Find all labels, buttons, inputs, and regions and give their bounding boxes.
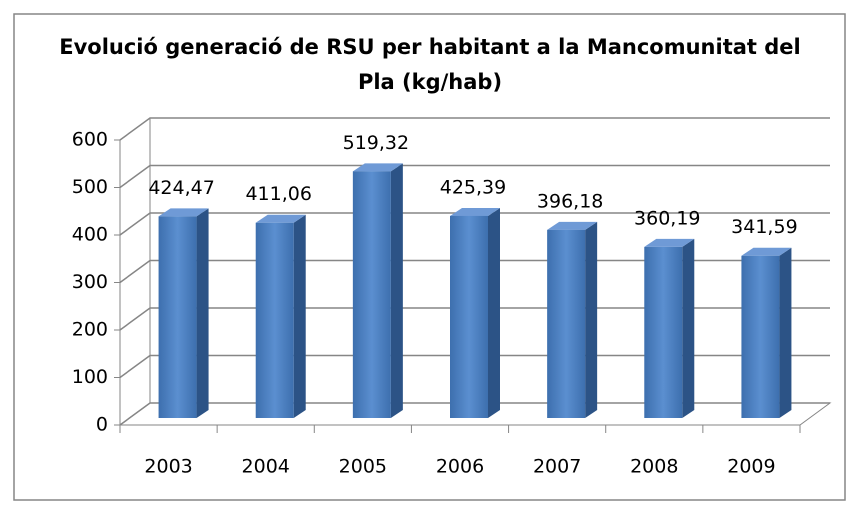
x-tick-label: 2003 [144, 456, 192, 478]
bar [158, 216, 197, 418]
chart-title: Evolució generació de RSU per habitant a… [59, 35, 801, 94]
bar-top [352, 163, 403, 172]
data-label: 411,06 [245, 183, 311, 205]
bar-side [390, 163, 403, 418]
bar-top [255, 214, 306, 223]
y-tick-label: 0 [96, 414, 108, 436]
grid-line [119, 402, 830, 426]
bar [741, 255, 780, 418]
bar-side [488, 207, 500, 418]
bar [450, 215, 488, 418]
x-tick-label: 2006 [436, 456, 484, 478]
bar-top [741, 247, 792, 256]
data-label: 341,59 [731, 216, 797, 238]
y-tick-label: 400 [72, 224, 108, 246]
chart-border [13, 13, 846, 501]
data-label: 519,32 [343, 132, 409, 154]
x-tick-label: 2004 [242, 456, 290, 478]
grid-line [119, 212, 830, 236]
y-tick-label: 600 [72, 129, 108, 151]
bar-top [547, 221, 598, 230]
bar [644, 246, 683, 418]
bar-top [644, 238, 695, 247]
grid-line [119, 259, 830, 284]
plot-area: 0 100 200 300 400 500 600 2003 424,47 2004 411,06 2… [72, 117, 832, 478]
x-tick-label: 2005 [339, 456, 387, 478]
y-tick-label: 200 [72, 319, 108, 341]
data-label: 396,18 [537, 190, 603, 212]
x-tick-label: 2009 [727, 456, 775, 478]
grid-line [119, 307, 830, 331]
y-tick-label: 300 [72, 271, 108, 293]
bar [547, 229, 586, 418]
data-label: 360,19 [634, 207, 700, 229]
data-label: 425,39 [440, 176, 506, 198]
bar-side [293, 214, 306, 418]
bar-top [450, 207, 500, 216]
bar [255, 222, 294, 418]
x-tick-label: 2008 [630, 456, 678, 478]
y-tick-label: 100 [72, 366, 108, 388]
y-tick-label: 500 [72, 176, 108, 198]
bar-side [779, 247, 792, 418]
grid-line [119, 117, 830, 141]
bar [352, 171, 391, 418]
x-tick-label: 2007 [533, 456, 581, 478]
bar-side [682, 238, 695, 418]
grid-line [119, 354, 830, 379]
bar-top [158, 208, 209, 217]
bar-side [196, 208, 209, 418]
grid-line [119, 164, 830, 189]
data-label: 424,47 [148, 177, 214, 199]
bar-side [585, 221, 598, 418]
